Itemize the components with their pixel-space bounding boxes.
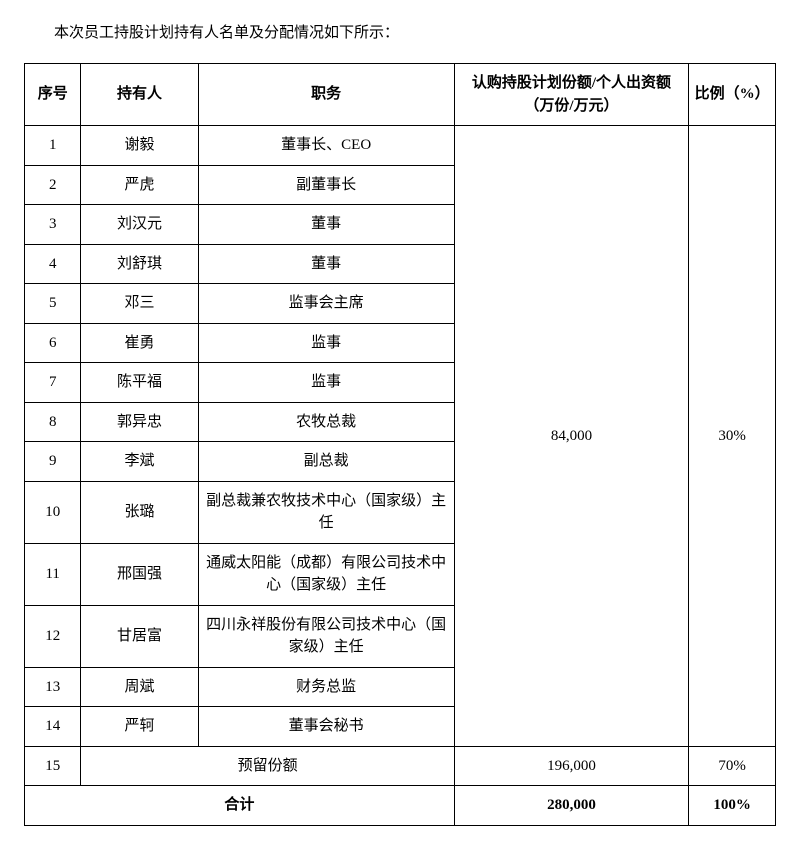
cell-title: 副总裁兼农牧技术中心（国家级）主任 <box>198 481 454 543</box>
cell-holder: 严轲 <box>81 707 198 747</box>
cell-holder: 陈平福 <box>81 363 198 403</box>
cell-title: 监事 <box>198 363 454 403</box>
cell-holder: 崔勇 <box>81 323 198 363</box>
header-ratio: 比例（%） <box>689 64 776 126</box>
cell-seq: 11 <box>25 543 81 605</box>
cell-seq: 4 <box>25 244 81 284</box>
cell-title: 农牧总裁 <box>198 402 454 442</box>
cell-title: 董事会秘书 <box>198 707 454 747</box>
cell-group-ratio: 30% <box>689 126 776 747</box>
cell-seq: 8 <box>25 402 81 442</box>
cell-holder: 李斌 <box>81 442 198 482</box>
header-amount: 认购持股计划份额/个人出资额（万份/万元） <box>454 64 688 126</box>
cell-holder: 邢国强 <box>81 543 198 605</box>
cell-group-amount: 84,000 <box>454 126 688 747</box>
cell-seq: 10 <box>25 481 81 543</box>
cell-title: 副总裁 <box>198 442 454 482</box>
cell-title: 监事 <box>198 323 454 363</box>
cell-seq: 13 <box>25 667 81 707</box>
cell-seq: 9 <box>25 442 81 482</box>
cell-title: 四川永祥股份有限公司技术中心（国家级）主任 <box>198 605 454 667</box>
cell-holder: 甘居富 <box>81 605 198 667</box>
cell-title: 监事会主席 <box>198 284 454 324</box>
reserved-row: 15 预留份额 196,000 70% <box>25 746 776 786</box>
total-row: 合计 280,000 100% <box>25 786 776 826</box>
cell-seq: 7 <box>25 363 81 403</box>
cell-title: 董事 <box>198 244 454 284</box>
cell-holder: 刘舒琪 <box>81 244 198 284</box>
cell-holder: 周斌 <box>81 667 198 707</box>
cell-seq: 5 <box>25 284 81 324</box>
cell-holder: 刘汉元 <box>81 205 198 245</box>
table-header-row: 序号 持有人 职务 认购持股计划份额/个人出资额（万份/万元） 比例（%） <box>25 64 776 126</box>
cell-title: 董事长、CEO <box>198 126 454 166</box>
cell-seq: 2 <box>25 165 81 205</box>
header-title: 职务 <box>198 64 454 126</box>
reserved-label: 预留份额 <box>81 746 454 786</box>
cell-holder: 邓三 <box>81 284 198 324</box>
cell-seq: 1 <box>25 126 81 166</box>
reserved-ratio: 70% <box>689 746 776 786</box>
cell-holder: 谢毅 <box>81 126 198 166</box>
cell-holder: 郭异忠 <box>81 402 198 442</box>
intro-text: 本次员工持股计划持有人名单及分配情况如下所示： <box>24 20 776 47</box>
cell-seq: 14 <box>25 707 81 747</box>
total-amount: 280,000 <box>454 786 688 826</box>
cell-holder: 张璐 <box>81 481 198 543</box>
cell-title: 财务总监 <box>198 667 454 707</box>
cell-seq: 3 <box>25 205 81 245</box>
reserved-amount: 196,000 <box>454 746 688 786</box>
table-row: 1谢毅董事长、CEO84,00030% <box>25 126 776 166</box>
allocation-table: 序号 持有人 职务 认购持股计划份额/个人出资额（万份/万元） 比例（%） 1谢… <box>24 63 776 826</box>
cell-seq: 6 <box>25 323 81 363</box>
cell-title: 副董事长 <box>198 165 454 205</box>
cell-seq: 12 <box>25 605 81 667</box>
header-holder: 持有人 <box>81 64 198 126</box>
reserved-seq: 15 <box>25 746 81 786</box>
cell-title: 通威太阳能（成都）有限公司技术中心（国家级）主任 <box>198 543 454 605</box>
cell-title: 董事 <box>198 205 454 245</box>
total-label: 合计 <box>25 786 455 826</box>
cell-holder: 严虎 <box>81 165 198 205</box>
header-seq: 序号 <box>25 64 81 126</box>
total-ratio: 100% <box>689 786 776 826</box>
